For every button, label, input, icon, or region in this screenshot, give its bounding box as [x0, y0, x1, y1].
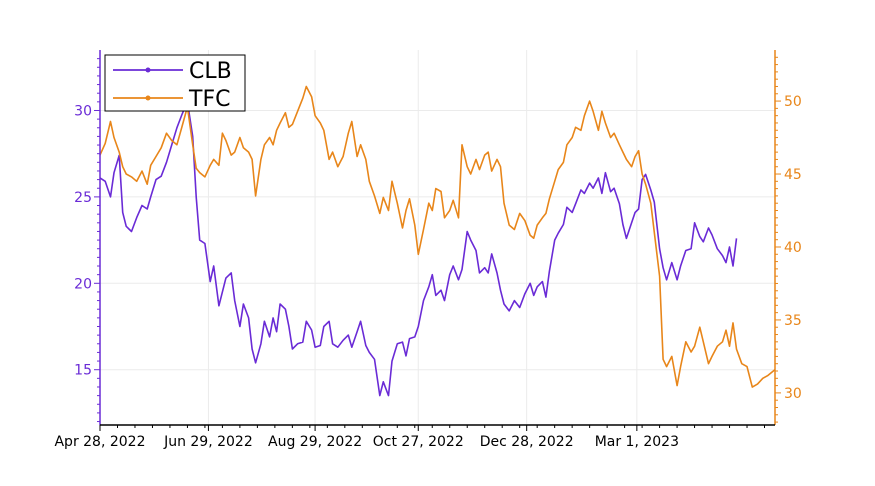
y-right-tick-label: 35: [784, 313, 802, 329]
legend-label-tfc: TFC: [188, 87, 230, 112]
x-tick-label: Mar 1, 2023: [595, 434, 679, 450]
legend-box: [104, 54, 246, 112]
y-left-tick-label: 30: [74, 103, 92, 119]
series-line-tfc: [99, 85, 776, 388]
legend-label-clb: CLB: [189, 59, 232, 84]
x-tick-label: Dec 28, 2022: [480, 434, 574, 450]
x-tick-label: Oct 27, 2022: [373, 434, 464, 450]
y-left-tick-label: 15: [74, 363, 92, 379]
legend: CLB TFC: [104, 54, 246, 112]
series-layer: [99, 85, 776, 397]
x-tick-label: Apr 28, 2022: [54, 434, 145, 450]
legend-marker-clb: [145, 67, 151, 73]
y-right-tick-label: 50: [784, 94, 802, 110]
y-left-tick-label: 20: [74, 276, 92, 292]
y-left-tick-label: 25: [74, 190, 92, 206]
x-tick-label: Jun 29, 2022: [163, 434, 253, 450]
x-tick-label: Aug 29, 2022: [268, 434, 362, 450]
y-right-tick-label: 40: [784, 240, 802, 256]
legend-marker-tfc: [145, 95, 151, 101]
y-right-tick-label: 45: [784, 167, 802, 183]
y-right-tick-label: 30: [784, 386, 802, 402]
axes: 15 20 25 30 30 35 40 45 50 Apr 28, 2022 Jun 29, 20…: [54, 50, 802, 450]
series-line-clb: [99, 101, 738, 397]
